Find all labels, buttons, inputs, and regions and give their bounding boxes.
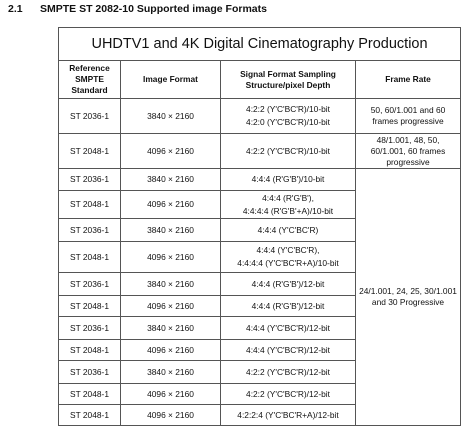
table-row: ST 2048-1 4096 × 2160 4:4:4 (Y'C'BC'R), 4:4… — [58, 241, 461, 273]
signal-line: 4:4:4 (R'G'B'), — [262, 192, 314, 203]
standard-cell: ST 2036-1 — [58, 168, 121, 191]
table-row: ST 2048-1 4096 × 2160 4:2:2 (Y'C'BC'R)/12-… — [58, 383, 461, 405]
standard-cell: ST 2048-1 — [58, 404, 121, 426]
signal-line: 4:4:4:4 (Y'C'BC'R+A)/10-bit — [237, 258, 339, 268]
standard-cell: ST 2048-1 — [58, 133, 121, 169]
standard-cell: ST 2036-1 — [58, 272, 121, 296]
table-row: ST 2048-1 4096 × 2160 4:2:2:4 (Y'C'BC'R+A)… — [58, 404, 461, 426]
signal-line: 4:4:4 (Y'C'BC'R)/12-bit — [246, 344, 330, 355]
frame-rate-cell: 50, 60/1.001 and 60 frames progressive — [354, 98, 462, 134]
section-number: 2.1 — [8, 3, 23, 15]
signal-line: 4:4:4 (R'G'B')/12-bit — [251, 300, 325, 311]
standard-cell: ST 2048-1 — [58, 383, 121, 405]
format-cell: 3840 × 2160 — [120, 360, 221, 384]
table-row: ST 2048-1 4096 × 2160 4:2:2 (Y'C'BC'R)/10-… — [58, 133, 462, 169]
table-row: ST 2048-1 4096 × 2160 4:4:4 (Y'C'BC'R)/12-… — [58, 339, 461, 361]
signal-line: 4:2:2:4 (Y'C'BC'R+A)/12-bit — [237, 409, 339, 420]
signal-cell: 4:4:4 (Y'C'BC'R)/12-bit — [220, 339, 356, 361]
signal-cell: 4:2:2 (Y'C'BC'R)/10-bit 4:2:0 (Y'C'BC'R)/… — [220, 98, 356, 134]
table-body: UHDTV1 and 4K Digital Cinematography Pro… — [57, 27, 462, 426]
formats-table: UHDTV1 and 4K Digital Cinematography Pro… — [57, 27, 462, 426]
column-header: Signal Format Sampling Structure/pixel D… — [220, 60, 356, 99]
frame-rate-cell: 24/1.001, 24, 25, 30/1.001 and 30 Progre… — [354, 168, 462, 426]
standard-cell: ST 2036-1 — [58, 218, 121, 242]
signal-line: 4:4:4 (Y'C'BC'R), — [256, 245, 320, 255]
table-row: ST 2036-1 3840 × 2160 4:4:4 (R'G'B')/10-bi… — [58, 168, 462, 426]
format-cell: 3840 × 2160 — [120, 168, 221, 191]
table-row: ST 2036-1 3840 × 2160 4:2:2 (Y'C'BC'R)/10-… — [58, 98, 462, 134]
title-row: UHDTV1 and 4K Digital Cinematography Pro… — [57, 27, 462, 61]
format-cell: 4096 × 2160 — [120, 133, 221, 169]
signal-line: 4:2:0 (Y'C'BC'R)/10-bit — [246, 117, 330, 127]
format-cell: 4096 × 2160 — [120, 404, 221, 426]
signal-line: 4:4:4 (R'G'B')/12-bit — [251, 278, 325, 289]
format-cell: 4096 × 2160 — [120, 339, 221, 361]
signal-cell: 4:4:4 (R'G'B')/10-bit — [220, 168, 356, 191]
signal-cell: 4:2:2 (Y'C'BC'R)/12-bit — [220, 360, 356, 384]
signal-line: 4:2:2 (Y'C'BC'R)/10-bit — [246, 145, 330, 156]
standard-cell: ST 2036-1 — [58, 360, 121, 384]
format-cell: 4096 × 2160 — [120, 190, 221, 219]
column-header: Image Format — [120, 60, 221, 99]
signal-cell: 4:4:4 (R'G'B'), 4:4:4:4 (R'G'B'+A)/10-bit — [220, 190, 356, 219]
format-cell: 3840 × 2160 — [120, 218, 221, 242]
standard-cell: ST 2048-1 — [58, 241, 121, 273]
signal-line: 4:4:4 (Y'C'BC'R) — [257, 224, 319, 235]
format-cell: 4096 × 2160 — [120, 383, 221, 405]
standard-cell: ST 2048-1 — [58, 295, 121, 317]
column-header: Frame Rate — [354, 60, 462, 99]
section-title: SMPTE ST 2082-10 Supported image Formats — [40, 3, 267, 15]
signal-line: 4:4:4 (Y'C'BC'R)/12-bit — [246, 322, 330, 333]
signal-cell: 4:4:4 (Y'C'BC'R), 4:4:4:4 (Y'C'BC'R+A)/10… — [220, 241, 356, 273]
signal-line: 4:2:2 (Y'C'BC'R)/10-bit — [246, 104, 330, 114]
standard-cell: ST 2036-1 — [58, 98, 121, 134]
table-row: ST 2036-1 3840 × 2160 4:4:4 (R'G'B')/12-bi… — [58, 272, 461, 296]
signal-cell: 4:2:2:4 (Y'C'BC'R+A)/12-bit — [220, 404, 356, 426]
standard-cell: ST 2048-1 — [58, 339, 121, 361]
table-row: ST 2036-1 3840 × 2160 4:2:2 (Y'C'BC'R)/12-… — [58, 360, 461, 384]
signal-cell: 4:2:2 (Y'C'BC'R)/12-bit — [220, 383, 356, 405]
signal-cell: 4:4:4 (Y'C'BC'R) — [220, 218, 356, 242]
signal-line: 4:4:4:4 (R'G'B'+A)/10-bit — [242, 205, 334, 216]
standard-cell: ST 2036-1 — [58, 316, 121, 340]
signal-line: 4:2:2 (Y'C'BC'R)/12-bit — [246, 366, 330, 377]
format-cell: 3840 × 2160 — [120, 272, 221, 296]
signal-line: 4:4:4 (R'G'B')/10-bit — [251, 174, 325, 184]
column-header: Reference SMPTE Standard — [58, 60, 121, 99]
signal-line: 4:2:2 (Y'C'BC'R)/12-bit — [246, 388, 330, 399]
format-cell: 4096 × 2160 — [120, 241, 221, 273]
frame-rate-cell: 48/1.001, 48, 50, 60/1.001, 60 frames pr… — [354, 133, 462, 169]
format-cell: 4096 × 2160 — [120, 295, 221, 317]
format-cell: 3840 × 2160 — [120, 98, 221, 134]
format-cell: 3840 × 2160 — [120, 316, 221, 340]
signal-cell: 4:4:4 (R'G'B')/12-bit — [220, 272, 356, 296]
standard-cell: ST 2048-1 — [58, 190, 121, 219]
signal-cell: 4:4:4 (R'G'B')/12-bit — [220, 295, 356, 317]
header-row: Reference SMPTE Standard Image Format Sign… — [58, 60, 462, 99]
signal-cell: 4:4:4 (Y'C'BC'R)/12-bit — [220, 316, 356, 340]
table-title: UHDTV1 and 4K Digital Cinematography Pro… — [57, 27, 462, 61]
signal-cell: 4:2:2 (Y'C'BC'R)/10-bit — [220, 133, 356, 169]
